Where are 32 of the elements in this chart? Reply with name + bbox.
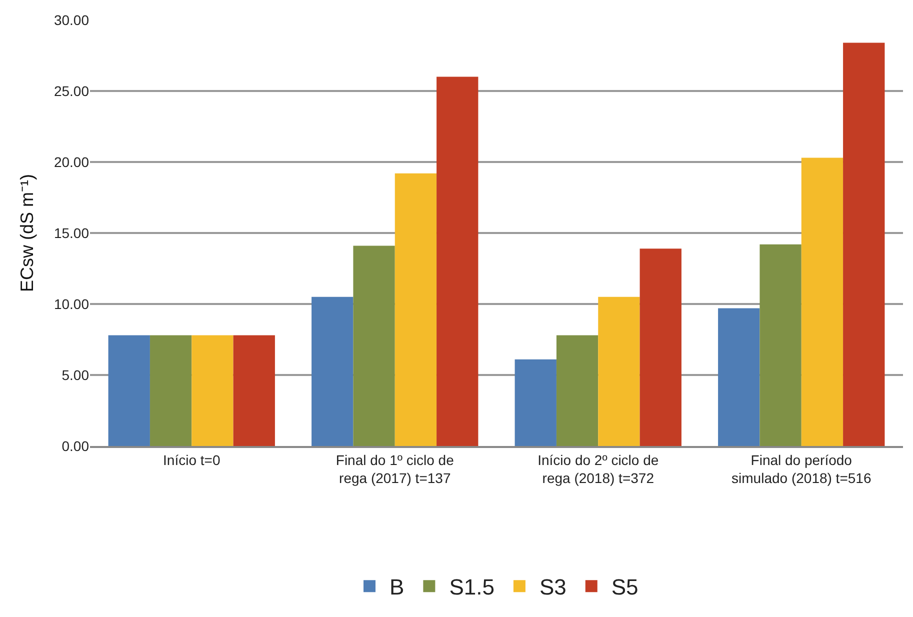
bar [233,335,275,446]
bar [640,248,682,446]
bar [760,244,802,446]
bar [192,335,234,446]
y-tick-label: 30.00 [54,12,90,28]
legend-label: S5 [611,574,638,600]
bar [150,335,192,446]
legend-label: S1.5 [449,574,494,600]
bar [514,359,556,446]
y-tick-label: 5.00 [62,366,90,383]
legend-label: S3 [539,574,566,600]
y-tick-label: 20.00 [54,154,90,170]
y-axis-title: ECsw (dS m⁻¹) [17,174,38,292]
y-tick-label: 10.00 [54,296,90,312]
legend-label: B [390,574,404,600]
bar [801,158,844,446]
bar [312,296,354,446]
bar [718,308,760,446]
y-tick-label: 25.00 [54,82,90,99]
y-tick-label: 15.00 [54,224,90,241]
y-tick-label: 0.00 [62,438,90,454]
x-tick-label: Final do 1º ciclo de rega (2017) t=137 [336,452,454,486]
bar [394,173,437,446]
bar [843,42,885,446]
bar [598,296,640,446]
bar [108,335,150,446]
x-tick-label: Início t=0 [163,452,220,468]
bar [556,335,598,446]
x-tick-label: Início do 2º ciclo de rega (2018) t=372 [538,452,659,486]
bar [436,76,478,446]
x-tick-label: Final do período simulado (2018) t=516 [732,452,872,486]
bar [353,246,395,446]
